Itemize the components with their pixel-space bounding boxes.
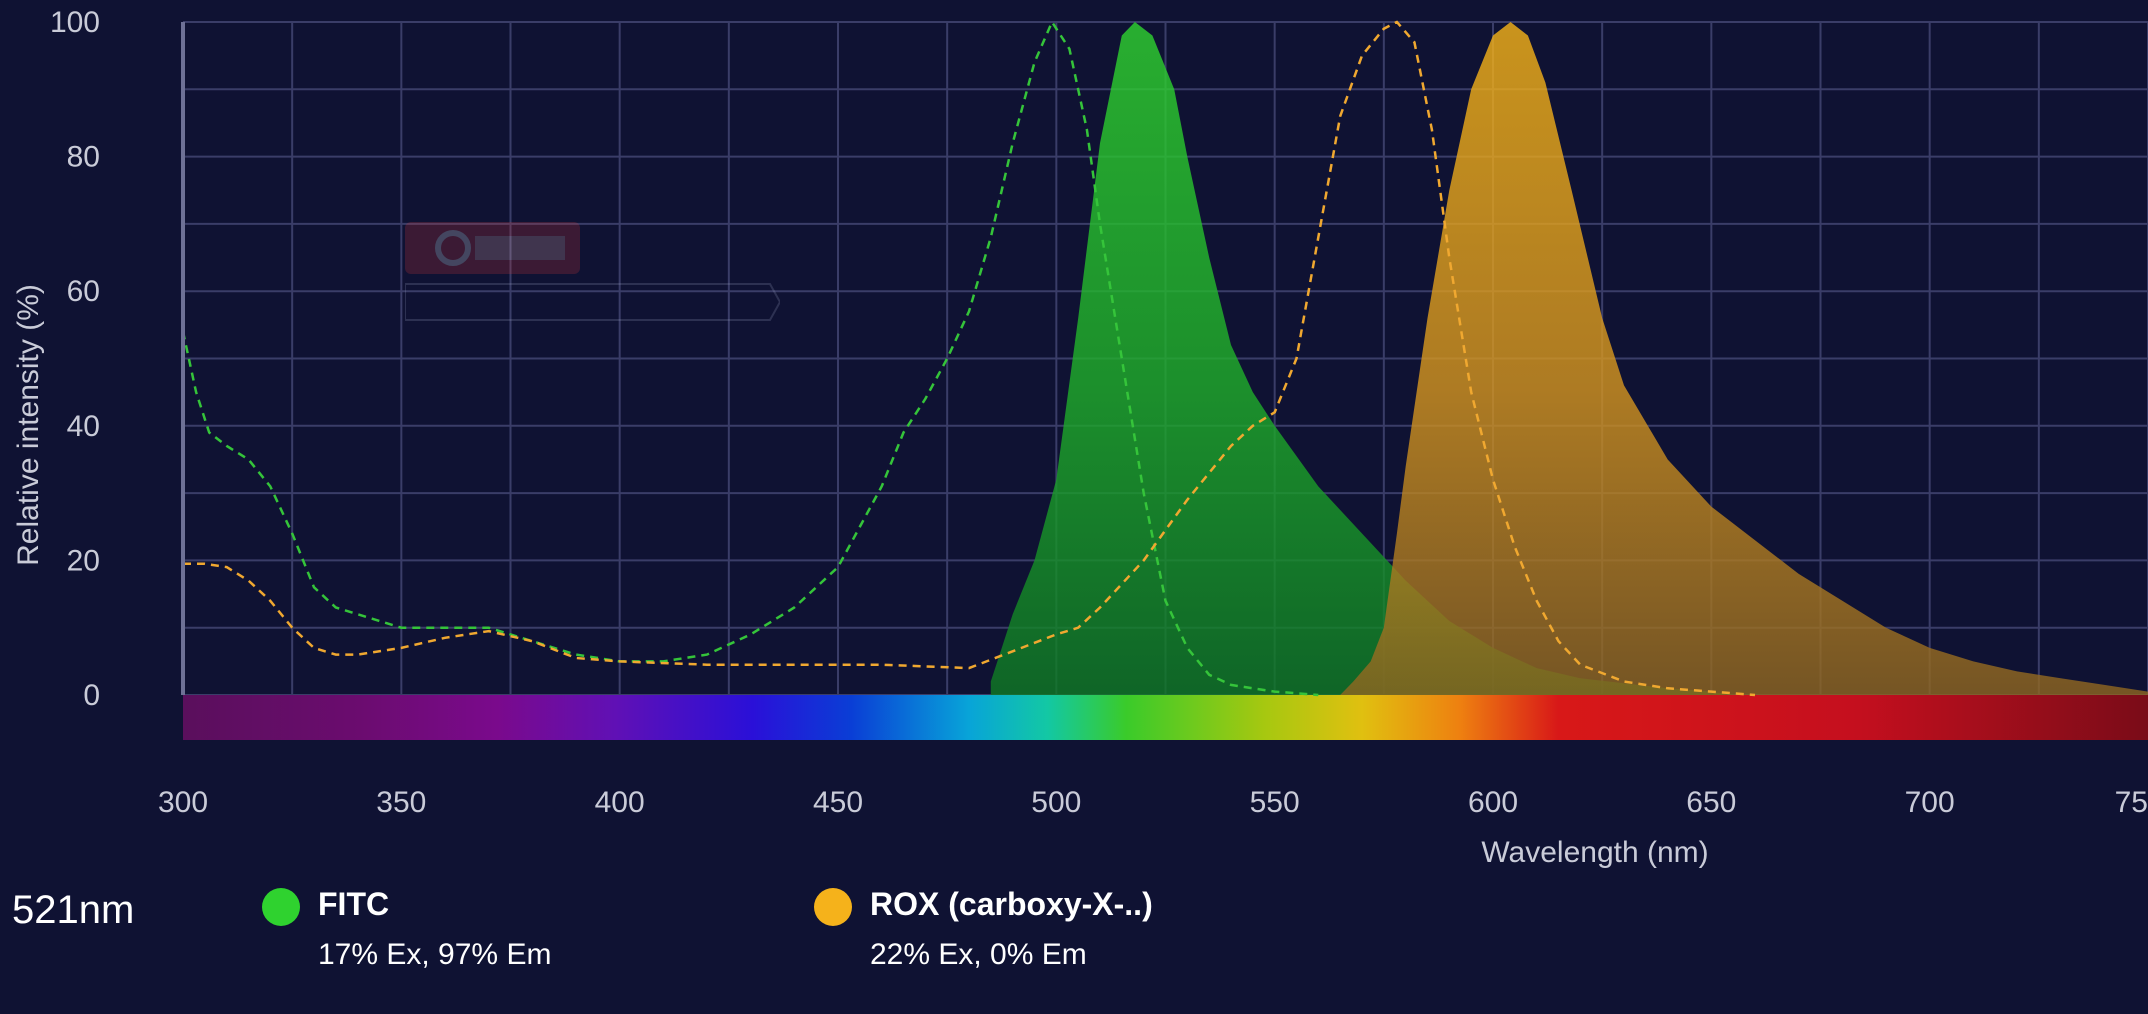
y-tick-label: 100 bbox=[50, 6, 100, 39]
legend-item-values: 22% Ex, 0% Em bbox=[870, 938, 1087, 971]
y-tick-label: 0 bbox=[83, 679, 100, 712]
x-tick-label: 500 bbox=[1031, 786, 1081, 819]
rox-color-dot bbox=[814, 888, 852, 926]
fitc-color-dot bbox=[262, 888, 300, 926]
series-layer bbox=[181, 19, 2148, 697]
legend-item-name: FITC bbox=[318, 886, 390, 922]
x-tick-label: 350 bbox=[376, 786, 426, 819]
ticks: 300 350 400 450 500 550 600 650 700 7502040608010… bbox=[50, 6, 2148, 819]
y-tick-label: 80 bbox=[67, 141, 100, 174]
x-tick-label: 450 bbox=[813, 786, 863, 819]
y-axis-title: Relative intensity (%) bbox=[12, 284, 45, 566]
x-tick-label: 400 bbox=[595, 786, 645, 819]
legend-item-values: 17% Ex, 97% Em bbox=[318, 938, 552, 971]
wavelength-readout: 521nm bbox=[12, 888, 135, 932]
legend-item-name: ROX (carboxy-X-..) bbox=[870, 886, 1153, 922]
watermark-logo bbox=[405, 222, 780, 321]
fitc-excitation-line bbox=[181, 19, 1319, 697]
x-tick-label: 650 bbox=[1686, 786, 1736, 819]
y-tick-label: 40 bbox=[67, 410, 100, 443]
x-tick-label: 600 bbox=[1468, 786, 1518, 819]
wavelength-spectrum-bar bbox=[183, 695, 2148, 740]
y-tick-label: 60 bbox=[67, 275, 100, 308]
fitc-emission-area bbox=[990, 22, 1734, 695]
x-tick-label: 75 bbox=[2115, 786, 2148, 819]
legend-area: 521nm FITC 17% Ex, 97% Em ROX (carboxy-X… bbox=[0, 860, 2148, 1014]
x-tick-label: 550 bbox=[1250, 786, 1300, 819]
x-tick-label: 700 bbox=[1905, 786, 1955, 819]
y-tick-label: 20 bbox=[67, 544, 100, 577]
rox-carboxy-x-excitation-line bbox=[183, 20, 1756, 697]
x-tick-label: 300 bbox=[158, 786, 208, 819]
x-axis-title: Wavelength (nm) bbox=[1481, 836, 1708, 869]
rox-carboxy-x-emission-area bbox=[1340, 22, 2148, 695]
